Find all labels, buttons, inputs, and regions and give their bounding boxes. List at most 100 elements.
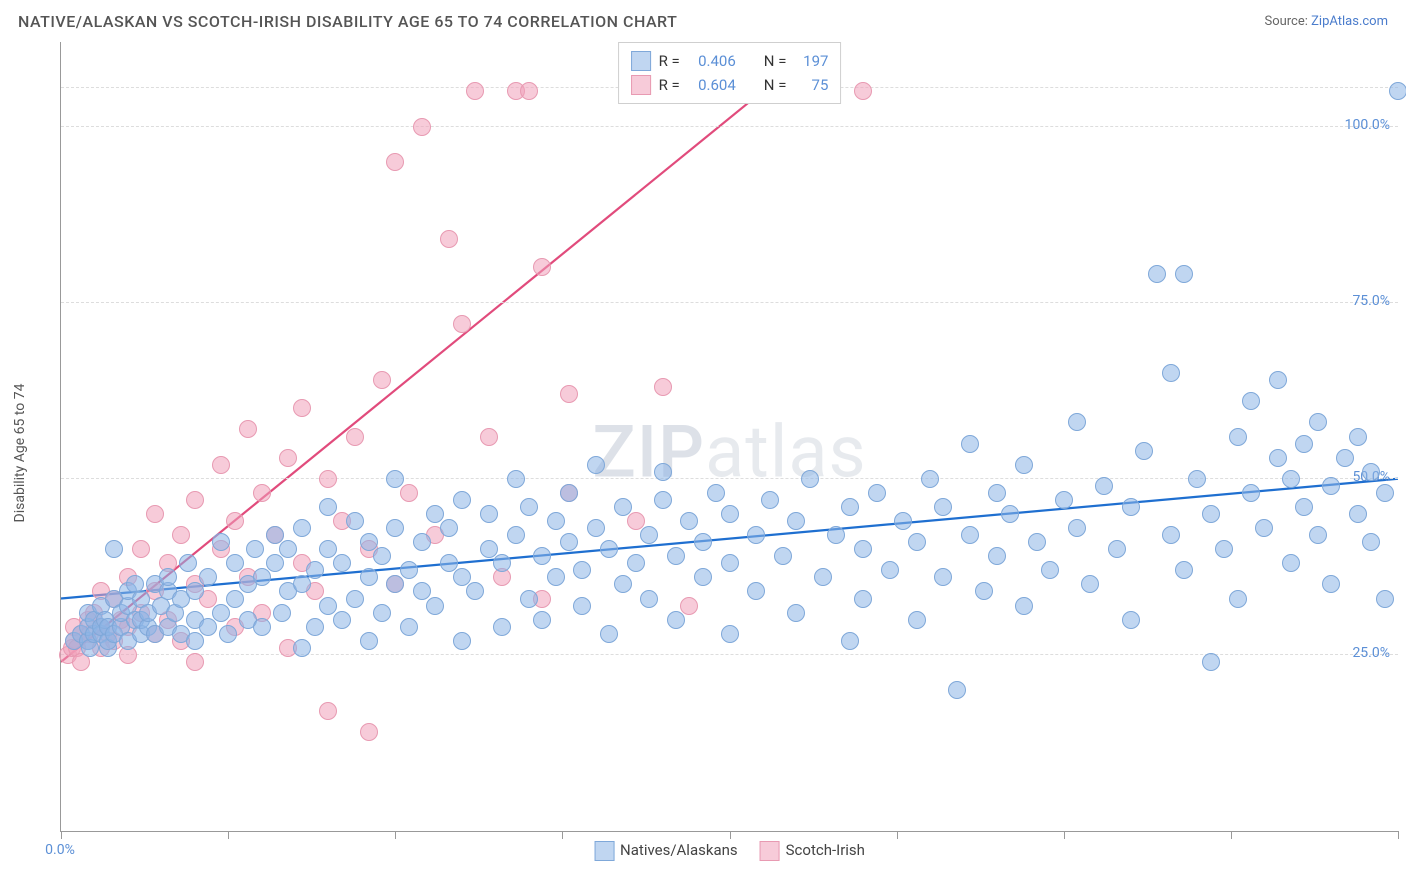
data-point <box>480 505 498 523</box>
data-point <box>333 611 351 629</box>
data-point <box>413 533 431 551</box>
source-link[interactable]: ZipAtlas.com <box>1311 14 1388 29</box>
gridline <box>61 126 1398 127</box>
data-point <box>333 554 351 572</box>
data-point <box>1242 392 1260 410</box>
data-point <box>1376 590 1394 608</box>
data-point <box>226 590 244 608</box>
data-point <box>680 512 698 530</box>
plot-area: ZIPatlas R =0.406N =197R =0.604N =75 Nat… <box>60 42 1398 832</box>
data-point <box>667 547 685 565</box>
data-point <box>253 484 271 502</box>
data-point <box>640 590 658 608</box>
data-point <box>179 554 197 572</box>
data-point <box>219 625 237 643</box>
data-point <box>774 547 792 565</box>
chart-container: Disability Age 65 to 74 ZIPatlas R =0.40… <box>28 42 1398 864</box>
data-point <box>747 582 765 600</box>
data-point <box>1229 590 1247 608</box>
data-point <box>453 315 471 333</box>
data-point <box>1376 484 1394 502</box>
data-point <box>614 498 632 516</box>
data-point <box>480 540 498 558</box>
data-point <box>908 611 926 629</box>
data-point <box>654 463 672 481</box>
x-tick-label: 0.0% <box>45 842 75 858</box>
data-point <box>266 526 284 544</box>
data-point <box>360 723 378 741</box>
data-point <box>212 533 230 551</box>
data-point <box>1282 470 1300 488</box>
data-point <box>386 575 404 593</box>
chart-source: Source: ZipAtlas.com <box>1264 14 1388 29</box>
data-point <box>1309 413 1327 431</box>
data-point <box>1162 364 1180 382</box>
data-point <box>1362 533 1380 551</box>
data-point <box>1362 463 1380 481</box>
data-point <box>319 470 337 488</box>
data-point <box>413 118 431 136</box>
data-point <box>346 590 364 608</box>
data-point <box>1295 435 1313 453</box>
data-point <box>560 533 578 551</box>
data-point <box>239 420 257 438</box>
data-point <box>654 378 672 396</box>
data-point <box>854 540 872 558</box>
data-point <box>948 681 966 699</box>
data-point <box>934 568 952 586</box>
data-point <box>1095 477 1113 495</box>
data-point <box>975 582 993 600</box>
data-point <box>961 435 979 453</box>
data-point <box>226 512 244 530</box>
data-point <box>1122 611 1140 629</box>
data-point <box>159 568 177 586</box>
data-point <box>587 456 605 474</box>
data-point <box>694 533 712 551</box>
data-point <box>1202 653 1220 671</box>
data-point <box>253 618 271 636</box>
x-tick <box>1064 831 1065 839</box>
data-point <box>373 604 391 622</box>
data-point <box>426 505 444 523</box>
data-point <box>600 540 618 558</box>
data-point <box>854 590 872 608</box>
data-point <box>360 533 378 551</box>
data-point <box>360 632 378 650</box>
data-point <box>881 561 899 579</box>
data-point <box>373 371 391 389</box>
y-axis-label: Disability Age 65 to 74 <box>12 384 28 523</box>
data-point <box>573 597 591 615</box>
data-point <box>319 498 337 516</box>
data-point <box>186 582 204 600</box>
y-tick-label: 100.0% <box>1345 117 1390 133</box>
x-tick <box>395 831 396 839</box>
data-point <box>787 512 805 530</box>
legend-item: Natives/Alaskans <box>594 841 738 861</box>
data-point <box>1215 540 1233 558</box>
data-point <box>199 568 217 586</box>
legend-stats: R =0.406N =197R =0.604N =75 <box>618 42 842 104</box>
data-point <box>212 604 230 622</box>
data-point <box>279 540 297 558</box>
data-point <box>533 611 551 629</box>
data-point <box>1148 265 1166 283</box>
x-tick <box>730 831 731 839</box>
data-point <box>961 526 979 544</box>
data-point <box>520 590 538 608</box>
data-point <box>273 604 291 622</box>
x-tick <box>61 831 62 839</box>
x-tick <box>897 831 898 839</box>
data-point <box>413 582 431 600</box>
x-tick <box>1398 831 1399 839</box>
data-point <box>306 561 324 579</box>
data-point <box>627 512 645 530</box>
data-point <box>480 428 498 446</box>
data-point <box>1041 561 1059 579</box>
gridline <box>61 302 1398 303</box>
legend-series: Natives/AlaskansScotch-Irish <box>594 841 865 861</box>
data-point <box>105 540 123 558</box>
data-point <box>801 470 819 488</box>
data-point <box>520 82 538 100</box>
data-point <box>934 498 952 516</box>
data-point <box>186 653 204 671</box>
